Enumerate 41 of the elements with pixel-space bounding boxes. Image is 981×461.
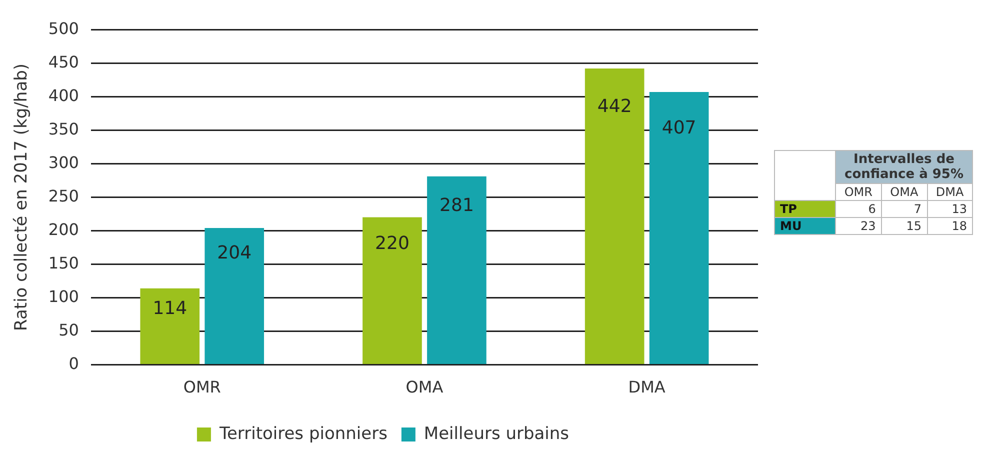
bar — [140, 288, 200, 364]
category-label: DMA — [927, 184, 972, 200]
y-tick-label: 350 — [48, 119, 79, 138]
bar — [584, 68, 644, 364]
data-label: 204 — [217, 242, 252, 264]
y-tick-label: 100 — [48, 286, 79, 306]
text: Intervalles de confiance à 95% — [836, 150, 972, 184]
data-label: 114 — [152, 298, 188, 320]
x-tick-label: OMA — [406, 378, 444, 397]
text: 7 — [914, 202, 922, 216]
bar — [362, 217, 422, 364]
category-label: OMR — [836, 184, 882, 200]
text: 23 — [860, 219, 876, 233]
category-label: OMA — [881, 184, 928, 200]
x-tick-label: DMA — [628, 378, 666, 397]
y-tick-label: 200 — [48, 220, 79, 239]
y-tick-label: 0 — [68, 354, 79, 373]
text: 6 — [868, 202, 876, 216]
y-tick-label: 500 — [48, 18, 79, 38]
y-tick-label: 400 — [48, 86, 79, 105]
y-tick-label: 450 — [48, 52, 79, 72]
bar — [427, 176, 486, 364]
category-label: MU — [780, 219, 802, 233]
x-tick-label: OMR — [183, 378, 221, 397]
text: 18 — [952, 219, 967, 233]
category-label: TP — [780, 202, 797, 216]
data-label: 281 — [440, 195, 474, 216]
y-tick-label: 150 — [48, 253, 79, 272]
data-label: 220 — [375, 232, 410, 254]
bar — [649, 92, 709, 364]
text: 15 — [906, 219, 922, 233]
text: 13 — [952, 202, 967, 216]
y-tick-label: 300 — [48, 152, 79, 172]
legend-label: Meilleurs urbains — [424, 424, 570, 444]
bar — [204, 228, 264, 364]
y-axis-title: Ratio collecté en 2017 (kg/hab) — [12, 63, 32, 331]
y-tick-label: 50 — [58, 320, 79, 340]
data-label: 442 — [597, 96, 632, 117]
data-label: 407 — [662, 117, 696, 138]
legend-label: Territoires pionniers — [218, 424, 388, 444]
y-tick-label: 250 — [48, 186, 79, 206]
